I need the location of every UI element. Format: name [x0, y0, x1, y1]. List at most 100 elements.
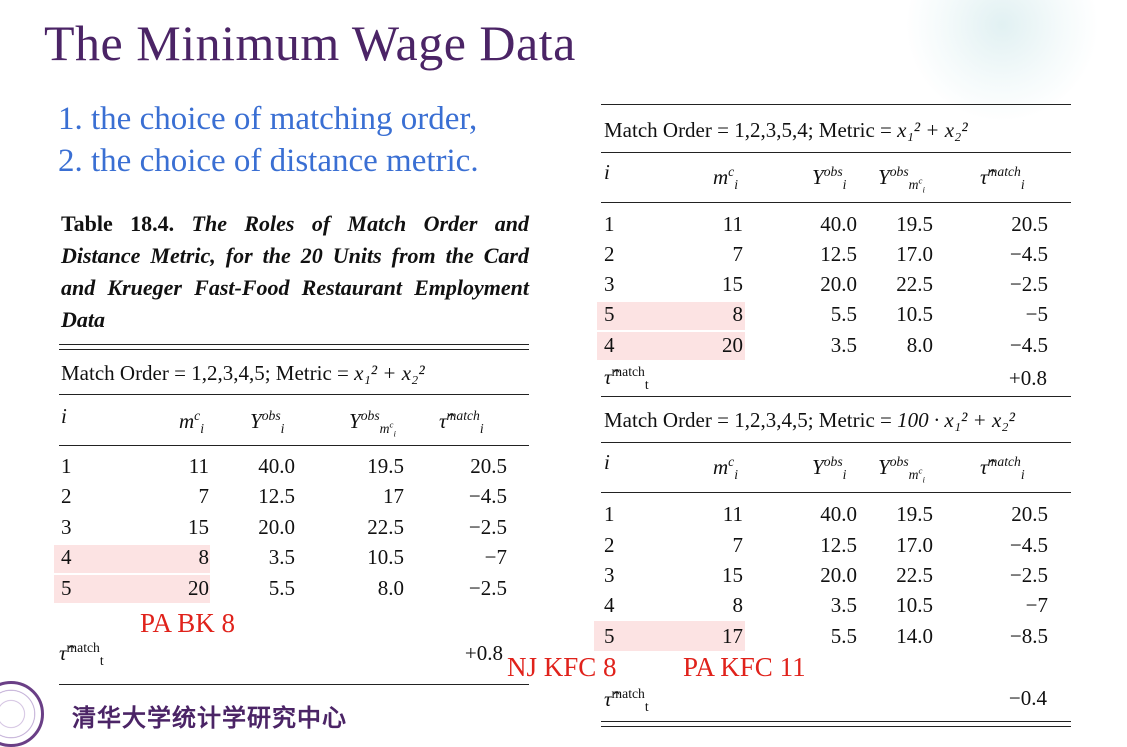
- cell-tau: −7: [484, 545, 507, 569]
- table-2-summary-label: τ̂matcht: [604, 364, 649, 393]
- cell-ym: 10.5: [896, 593, 933, 617]
- cell-i: 1: [604, 502, 615, 526]
- table-number: Table 18.4.: [61, 211, 175, 236]
- table-1-highlight-row-4: [54, 545, 210, 573]
- table-1-col-tau: τ̂matchi: [439, 408, 484, 437]
- cell-i: 3: [604, 272, 615, 296]
- cell-y: 40.0: [258, 454, 295, 478]
- cell-y: 5.5: [268, 576, 295, 600]
- cell-y: 3.5: [830, 333, 857, 357]
- cell-i: 4: [61, 545, 72, 569]
- cell-tau: 20.5: [470, 454, 507, 478]
- table-3-col-m: mci: [713, 454, 739, 483]
- cell-y: 5.5: [830, 624, 857, 648]
- cell-ym: 8.0: [906, 333, 933, 357]
- cell-ym: 19.5: [896, 502, 933, 526]
- cell-y: 20.0: [820, 272, 857, 296]
- table-3-col-tau: τ̂matchi: [980, 454, 1025, 483]
- cell-m: 20: [722, 333, 743, 357]
- table-3-col-y: Yobsi: [812, 454, 847, 483]
- cell-tau: 20.5: [1011, 502, 1048, 526]
- cell-y: 3.5: [268, 545, 295, 569]
- table-2-highlight-row-5: [597, 302, 745, 330]
- cell-ym: 19.5: [367, 454, 404, 478]
- cell-ym: 22.5: [367, 515, 404, 539]
- table-3-metric: 100 · x₁² + x₂²: [897, 408, 1015, 432]
- bullet-list: 1. the choice of matching order, 2. the …: [58, 98, 479, 182]
- cell-i: 3: [604, 563, 615, 587]
- table-caption-text: The Roles of Match Order and Distance Me…: [61, 211, 530, 332]
- cell-i: 4: [604, 333, 615, 357]
- cell-tau: −4.5: [1009, 533, 1048, 557]
- cell-m: 8: [198, 545, 210, 569]
- cell-ym: 22.5: [896, 272, 933, 296]
- cell-y: 12.5: [258, 484, 295, 508]
- table-2-col-i: i: [604, 160, 610, 184]
- table-2-col-ym: Yobsmci: [878, 164, 925, 195]
- cell-y: 20.0: [820, 563, 857, 587]
- table-1-summary-value: +0.8: [464, 641, 503, 665]
- table-3: Match Order = 1,2,3,4,5; Metric = 100 · …: [594, 396, 1071, 736]
- table-1-highlight-row-5: [54, 575, 210, 603]
- cell-tau: −2.5: [468, 515, 507, 539]
- slide-title: The Minimum Wage Data: [44, 15, 576, 71]
- table-3-header: Match Order = 1,2,3,4,5; Metric = 100 · …: [604, 408, 1015, 432]
- cell-i: 2: [61, 484, 72, 508]
- cell-tau: −4.5: [1009, 333, 1048, 357]
- cell-ym: 8.0: [377, 576, 404, 600]
- cell-tau: −4.5: [468, 484, 507, 508]
- cell-y: 12.5: [820, 533, 857, 557]
- cell-y: 12.5: [820, 242, 857, 266]
- cell-tau: 20.5: [1011, 212, 1048, 236]
- university-seal-logo: [0, 681, 44, 747]
- cell-m: 8: [732, 302, 744, 326]
- table-1-summary-label: τ̂matcht: [59, 640, 104, 669]
- table-3-summary-value: −0.4: [1008, 686, 1047, 710]
- cell-y: 3.5: [830, 593, 857, 617]
- table-3-summary-label: τ̂matcht: [604, 686, 649, 715]
- cell-m: 7: [732, 533, 744, 557]
- cell-tau: −2.5: [1009, 563, 1048, 587]
- table-2-col-tau: τ̂matchi: [980, 164, 1025, 193]
- cell-m: 17: [722, 624, 743, 648]
- cell-m: 8: [732, 593, 744, 617]
- table-2-col-m: mci: [713, 164, 739, 193]
- cell-ym: 17.0: [896, 242, 933, 266]
- cell-i: 2: [604, 533, 615, 557]
- cell-m: 11: [722, 502, 743, 526]
- cell-y: 40.0: [820, 212, 857, 236]
- cell-y: 20.0: [258, 515, 295, 539]
- table-caption: Table 18.4. The Roles of Match Order and…: [61, 208, 529, 336]
- cell-tau: −2.5: [1009, 272, 1048, 296]
- cell-m: 11: [722, 212, 743, 236]
- cell-i: 1: [61, 454, 72, 478]
- cell-m: 20: [188, 576, 209, 600]
- cell-y: 40.0: [820, 502, 857, 526]
- table-3-col-ym: Yobsmci: [878, 454, 925, 485]
- table-2-highlight-row-4: [597, 332, 745, 360]
- table-1-metric: x₁² + x₂²: [354, 361, 425, 385]
- table-1-col-m: mci: [179, 408, 205, 437]
- cell-m: 15: [722, 272, 743, 296]
- cell-tau: −5: [1025, 302, 1048, 326]
- cell-i: 5: [604, 624, 615, 648]
- cell-tau: −4.5: [1009, 242, 1048, 266]
- table-1-col-y: Yobsi: [250, 408, 285, 437]
- cell-ym: 22.5: [896, 563, 933, 587]
- table-2: Match Order = 1,2,3,5,4; Metric = x₁² + …: [597, 104, 1071, 397]
- table-3-highlight-row-5: [594, 621, 745, 651]
- cell-m: 11: [188, 454, 209, 478]
- table-2-col-y: Yobsi: [812, 164, 847, 193]
- cell-ym: 14.0: [896, 624, 933, 648]
- table-2-metric: x₁² + x₂²: [897, 118, 968, 142]
- cell-i: 2: [604, 242, 615, 266]
- cell-tau: −2.5: [468, 576, 507, 600]
- table-1-col-i: i: [61, 404, 67, 428]
- cell-i: 5: [61, 576, 72, 600]
- cell-i: 1: [604, 212, 615, 236]
- cell-m: 7: [732, 242, 744, 266]
- annotation-nj-kfc: NJ KFC 8: [507, 652, 617, 682]
- annotation-pa-kfc: PA KFC 11: [683, 652, 806, 682]
- table-1-col-ym: Yobsmci: [349, 408, 396, 439]
- background-decoration: [907, 0, 1097, 120]
